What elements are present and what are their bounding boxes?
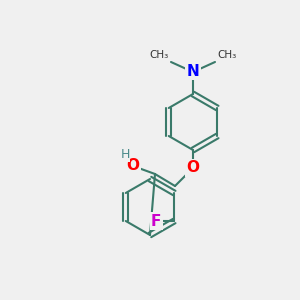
Text: O: O xyxy=(187,160,200,175)
Text: O: O xyxy=(127,158,140,172)
Text: CH₃: CH₃ xyxy=(150,50,169,60)
Text: N: N xyxy=(187,64,200,79)
Text: H: H xyxy=(120,148,130,161)
Text: CH₃: CH₃ xyxy=(217,50,236,60)
Text: F: F xyxy=(151,214,161,229)
